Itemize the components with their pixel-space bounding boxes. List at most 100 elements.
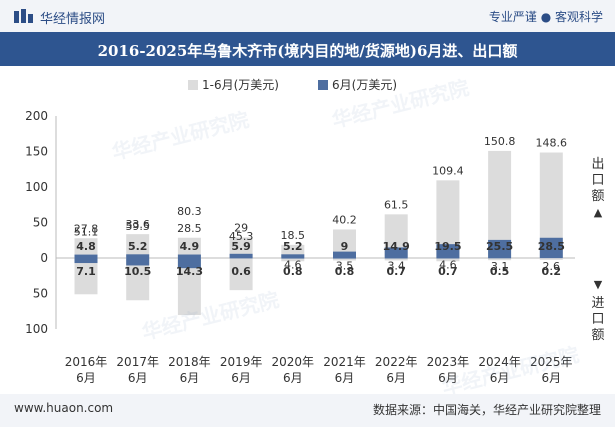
- data-label-cumulative-export: 33.6: [125, 218, 150, 231]
- data-label-monthly-import: 0.2: [542, 265, 562, 278]
- import-side-label-char: 口: [591, 312, 604, 327]
- bar-cumulative-export: [126, 234, 150, 258]
- x-tick-label-month: 6月: [490, 371, 510, 385]
- legend: 1-6月(万美元) 6月(万美元): [0, 76, 615, 96]
- bar-cumulative-export: [177, 237, 201, 258]
- data-label-cumulative-export: 28.5: [177, 222, 202, 235]
- bar-monthly-import: [126, 258, 150, 266]
- x-tick-label-month: 6月: [438, 371, 458, 385]
- data-label-cumulative-import: 4.6: [439, 259, 457, 272]
- y-tick-label: 150: [25, 145, 48, 159]
- data-label-cumulative-import: 2.6: [543, 260, 561, 273]
- export-arrow-icon: ▲: [594, 206, 603, 219]
- bar-cumulative-export: [74, 238, 98, 258]
- chart-area: 200 150 100 50 0 50 100 27.851.14.8 7.1 2016年 6月 33…: [25, 109, 604, 385]
- import-arrow-icon: ▼: [594, 278, 603, 291]
- x-tick-label-year: 2022年: [375, 355, 418, 369]
- x-tick-label-month: 6月: [386, 371, 406, 385]
- export-side-label-char: 口: [591, 173, 604, 188]
- data-label-monthly-export: 19.5: [434, 240, 461, 253]
- bar-cumulative-export: [488, 150, 512, 258]
- x-tick-label-month: 6月: [335, 371, 355, 385]
- y-tick-label: 200: [25, 109, 48, 123]
- x-tick-label-year: 2024年: [478, 355, 521, 369]
- tagline: 专业严谨 ● 客观科学: [488, 10, 603, 24]
- bar-monthly-export: [539, 237, 563, 258]
- data-label-cumulative-import: 80.3: [177, 205, 202, 218]
- data-label-monthly-import: 0.8: [283, 265, 303, 278]
- data-label-cumulative-import: 45.3: [229, 230, 254, 243]
- data-label-cumulative-import: 3.5: [336, 260, 354, 273]
- bar-cumulative-export: [539, 152, 563, 258]
- footer-bar: [0, 394, 615, 427]
- x-tick-label-year: 2025年: [530, 355, 573, 369]
- footer-website[interactable]: www.huaon.com: [14, 401, 114, 415]
- bar-cumulative-export: [384, 214, 408, 258]
- bar-cumulative-export: [436, 180, 460, 258]
- bar-monthly-export: [281, 254, 305, 258]
- legend-swatch-cumulative: [188, 80, 198, 90]
- data-label-cumulative-export: 18.5: [281, 229, 306, 242]
- legend-item-monthly: 6月(万美元): [318, 76, 397, 93]
- bar-cumulative-import: [384, 258, 408, 261]
- bar-cumulative-import: [281, 258, 305, 262]
- data-label-monthly-export: 5.9: [231, 240, 251, 253]
- y-tick-label: 0: [40, 251, 48, 265]
- data-label-monthly-import: 10.5: [124, 265, 151, 278]
- data-label-cumulative-export: 29: [234, 221, 248, 234]
- data-label-monthly-import: 0.8: [335, 265, 355, 278]
- bar-cumulative-import: [539, 258, 563, 260]
- data-label-cumulative-export: 150.8: [484, 135, 516, 148]
- y-tick-label: 50: [33, 216, 48, 230]
- bar-monthly-export: [333, 251, 356, 258]
- y-tick-label: 100: [25, 180, 48, 194]
- chart-title: 2016-2025年乌鲁木齐市(境内目的地/货源地)6月进、出口额: [97, 42, 518, 60]
- data-label-cumulative-import: 4.6: [284, 259, 302, 272]
- bar-monthly-export: [74, 254, 98, 258]
- x-tick-label-month: 6月: [283, 371, 303, 385]
- bar-monthly-export: [488, 239, 512, 258]
- data-label-monthly-export: 5.2: [128, 240, 148, 253]
- data-label-cumulative-export: 61.5: [384, 198, 409, 211]
- bar-monthly-export: [436, 244, 460, 258]
- bar-cumulative-import: [488, 258, 512, 261]
- bar-cumulative-import: [436, 258, 460, 262]
- bar-cumulative-import: [126, 258, 150, 301]
- bar-monthly-export: [177, 254, 201, 258]
- data-label-cumulative-import: 51.1: [74, 226, 99, 239]
- legend-swatch-monthly: [318, 80, 328, 90]
- bar-cumulative-import: [74, 258, 98, 295]
- bar-monthly-import: [74, 258, 98, 264]
- title-bar: [0, 32, 615, 66]
- x-tick-label-year: 2023年: [427, 355, 470, 369]
- y-tick-label: 100: [25, 322, 48, 336]
- bar-monthly-export: [384, 247, 408, 258]
- data-label-cumulative-export: 40.2: [332, 213, 357, 226]
- data-label-monthly-export: 5.2: [283, 240, 303, 253]
- data-label-monthly-import: 0.6: [231, 265, 251, 278]
- data-label-monthly-export: 4.9: [180, 240, 200, 253]
- export-side-label-char: 额: [591, 189, 604, 204]
- x-tick-label-year: 2016年: [65, 355, 108, 369]
- import-side-label-char: 进: [591, 296, 604, 311]
- x-tick-label-month: 6月: [541, 371, 561, 385]
- legend-label-cumulative: 1-6月(万美元): [202, 78, 279, 92]
- data-label-cumulative-export: 148.6: [536, 136, 568, 149]
- brand-logo-icon: [14, 9, 33, 23]
- bar-cumulative-import: [333, 258, 356, 261]
- data-label-cumulative-import: 3.1: [491, 260, 509, 273]
- bar-cumulative-export: [229, 237, 253, 258]
- footer-source: 数据来源：中国海关，华经产业研究院整理: [372, 403, 601, 417]
- data-label-monthly-export: 25.5: [486, 240, 513, 253]
- x-tick-label-month: 6月: [231, 371, 251, 385]
- bar-monthly-import: [177, 258, 201, 269]
- x-tick-label-year: 2017年: [116, 355, 159, 369]
- data-label-monthly-import: 7.1: [76, 265, 96, 278]
- legend-item-cumulative: 1-6月(万美元): [188, 76, 279, 93]
- top-bar: 华经情报网 专业严谨 ● 客观科学: [0, 0, 615, 32]
- bar-cumulative-import: [229, 258, 253, 291]
- legend-label-monthly: 6月(万美元): [332, 78, 397, 92]
- export-side-label-char: 出: [591, 157, 604, 172]
- bar-monthly-import: [333, 258, 356, 259]
